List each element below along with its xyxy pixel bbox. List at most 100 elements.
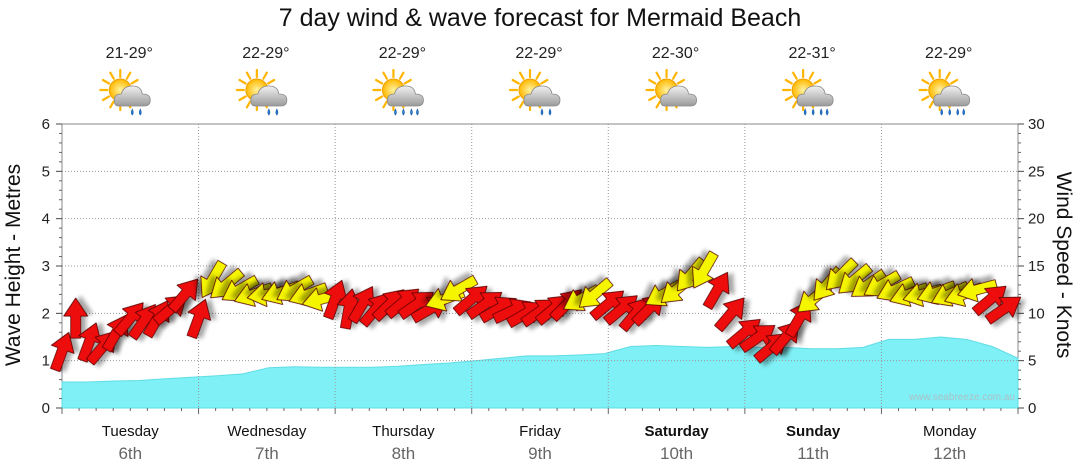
sun-ray (808, 71, 815, 80)
y-tick-label-left: 2 (42, 305, 50, 322)
rain-drop-icon (275, 108, 279, 116)
day-name-label: Friday (519, 423, 561, 440)
sun-ray (518, 100, 525, 109)
cloud-shape (113, 85, 151, 107)
day-name-label: Saturday (644, 423, 709, 440)
wind-arrow (347, 286, 375, 325)
wind-arrow-shape (714, 297, 745, 333)
wind-arrow-shape (323, 279, 348, 321)
wind-arrow (186, 298, 211, 340)
rain-drop-icon (948, 108, 952, 116)
sun-ray (921, 78, 930, 85)
cloud-shape (660, 85, 697, 107)
watermark-credit: www.seabreeze.com.au (908, 392, 1015, 403)
rain-drop-icon (410, 108, 413, 116)
y-tick-label-left: 1 (42, 353, 50, 370)
sun-ray (238, 78, 247, 85)
temperature-range: 22-29° (515, 45, 562, 62)
cloud-shape (523, 85, 561, 107)
y-axis-right-label: Wind Speed - Knots (1052, 172, 1075, 359)
y-tick-label-right: 20 (1028, 211, 1045, 228)
sun-ray (238, 95, 247, 102)
sun-ray (676, 78, 685, 85)
sun-ray (792, 100, 798, 109)
wind-arrow (971, 285, 1007, 317)
rain-drop-icon (803, 108, 807, 116)
rain-drop-icon (416, 108, 419, 116)
day-date-label: 11th (797, 444, 829, 463)
y-tick-label-left: 0 (42, 400, 50, 417)
wind-arrow (714, 297, 745, 333)
sun-ray (403, 78, 412, 85)
cloud-icon (387, 85, 424, 107)
rain-drop-icon (267, 108, 271, 116)
day-name-label: Sunday (786, 423, 841, 440)
rain-drop-icon (394, 108, 397, 116)
wind-arrow (702, 271, 730, 310)
rain-drop-icon (130, 108, 134, 116)
wind-arrow-shape (692, 250, 719, 289)
cloud-shape (387, 85, 424, 107)
y-tick-label-right: 25 (1028, 163, 1045, 180)
sun-ray (945, 71, 951, 80)
sun-ray (671, 71, 678, 80)
wind-arrow-shape (336, 288, 362, 330)
y-tick-label-left: 4 (42, 211, 50, 228)
wind-arrow-shape (984, 296, 1022, 325)
sun-ray (267, 78, 276, 85)
day-name-label: Tuesday (102, 423, 159, 440)
day-date-label: 10th (660, 444, 693, 463)
sun-ray (518, 71, 525, 80)
temperature-range: 22-31° (788, 45, 835, 62)
day-date-label: 9th (528, 444, 552, 463)
sun-ray (949, 78, 959, 85)
sun-ray (511, 95, 520, 102)
wind-arrow (692, 250, 719, 289)
rain-drop-icon (548, 108, 552, 116)
rain-drop-icon (962, 108, 966, 116)
sun-ray (792, 71, 798, 80)
sun-ray (784, 95, 793, 102)
wind-arrow-shape (578, 277, 614, 308)
wave-height-fill (61, 336, 1019, 409)
sun-ray (928, 100, 935, 109)
weather-icon-partly-cloudy-rain (372, 68, 424, 116)
sun-ray (648, 78, 657, 85)
y-tick-label-left: 5 (42, 163, 50, 180)
cloud-icon (250, 85, 288, 107)
sun-ray (928, 71, 935, 80)
wave-height-area (61, 336, 1019, 409)
sun-ray (375, 95, 384, 102)
day-labels: Tuesday 6th 21-29° Wednesday 7th 22-29° Thursd… (102, 45, 977, 463)
cloud-shape (250, 85, 288, 107)
sun-ray (125, 71, 132, 80)
wind-arrow (957, 278, 999, 303)
sun-ray (375, 78, 384, 85)
rain-drop-icon (138, 108, 142, 116)
sun-ray (511, 78, 520, 85)
sun-ray (262, 71, 268, 80)
wind-arrow-shape (50, 332, 75, 373)
sun-ray (813, 78, 822, 85)
y-tick-label-right: 5 (1028, 353, 1036, 370)
wind-arrow-shape (167, 278, 199, 314)
rain-drop-icon (956, 108, 960, 116)
weather-icon-partly-cloudy-showers (99, 68, 151, 116)
cloud-icon (660, 85, 697, 107)
day-date-label: 7th (255, 444, 279, 463)
y-tick-label-left: 6 (42, 116, 50, 133)
sun-ray (655, 71, 662, 80)
sun-ray (382, 100, 389, 109)
y-tick-label-right: 15 (1028, 258, 1045, 275)
rain-drop-icon (402, 108, 405, 116)
y-tick-label-right: 0 (1028, 400, 1036, 417)
wind-arrow-shape (702, 271, 730, 310)
cloud-icon (523, 85, 561, 107)
day-name-label: Monday (923, 423, 977, 440)
rain-drop-icon (825, 108, 829, 116)
cloud-icon (933, 85, 971, 107)
rain-drop-icon (540, 108, 544, 116)
day-date-label: 6th (118, 444, 142, 463)
wind-arrows (50, 250, 1022, 373)
